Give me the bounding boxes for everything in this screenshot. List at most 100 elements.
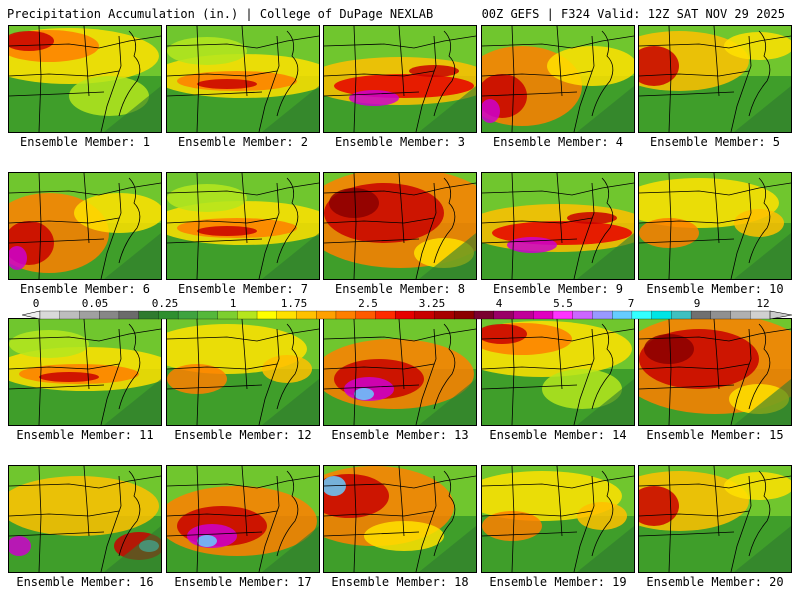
ensemble-map-panel xyxy=(481,465,635,573)
ensemble-map-panel xyxy=(166,172,320,280)
precip-map xyxy=(9,319,161,425)
colorbar-swatch xyxy=(552,310,574,320)
colorbar-swatch xyxy=(651,310,672,320)
colorbar-tick-label: 1.75 xyxy=(281,297,308,310)
colorbar-swatch xyxy=(572,310,593,320)
precip-map xyxy=(639,173,791,279)
ensemble-member-label: Ensemble Member: 11 xyxy=(16,428,154,442)
ensemble-member-label: Ensemble Member: 15 xyxy=(646,428,784,442)
precip-map xyxy=(324,173,476,279)
ensemble-member-label: Ensemble Member: 3 xyxy=(334,135,466,149)
colorbar-swatch xyxy=(375,310,396,320)
ensemble-member-label: Ensemble Member: 4 xyxy=(492,135,624,149)
ensemble-map-panel xyxy=(638,465,792,573)
colorbar-swatch xyxy=(217,310,238,320)
colorbar-tick-label: 4 xyxy=(496,297,503,310)
colorbar-swatch xyxy=(690,310,712,320)
colorbar-legend: 0 0.05 0.25 1 1.75 2.5 3.25 4 5.5 7 9 12 xyxy=(22,297,792,320)
ensemble-map-panel xyxy=(481,318,635,426)
colorbar-swatch xyxy=(59,310,80,320)
ensemble-member-label: Ensemble Member: 17 xyxy=(174,575,312,589)
colorbar-swatch xyxy=(138,310,159,320)
colorbar-swatch xyxy=(256,310,278,320)
colorbar-swatch xyxy=(493,310,514,320)
colorbar-tick-label: 7 xyxy=(628,297,635,310)
ensemble-member-label: Ensemble Member: 2 xyxy=(177,135,309,149)
precip-map xyxy=(482,173,634,279)
ensemble-map-panel xyxy=(638,172,792,280)
ensemble-member-label: Ensemble Member: 18 xyxy=(331,575,469,589)
precip-map xyxy=(639,466,791,572)
colorbar-swatch xyxy=(355,310,376,320)
ensemble-member-label: Ensemble Member: 14 xyxy=(489,428,627,442)
colorbar-swatch xyxy=(39,310,61,320)
colorbar-swatch xyxy=(118,310,140,320)
colorbar-swatch xyxy=(710,310,731,320)
colorbar-swatch xyxy=(414,310,436,320)
colorbar-swatch xyxy=(158,310,179,320)
colorbar-tick-label: 0.25 xyxy=(152,297,179,310)
colorbar-swatch xyxy=(730,310,751,320)
precip-map xyxy=(482,319,634,425)
precip-map xyxy=(324,26,476,132)
ensemble-map-panel xyxy=(323,465,477,573)
ensemble-member-label: Ensemble Member: 16 xyxy=(16,575,154,589)
colorbar-swatch xyxy=(99,310,120,320)
ensemble-member-label: Ensemble Member: 1 xyxy=(19,135,151,149)
colorbar-swatch xyxy=(631,310,653,320)
ensemble-map-panel xyxy=(166,318,320,426)
model-valid-time: 00Z GEFS | F324 Valid: 12Z SAT NOV 29 20… xyxy=(481,7,785,21)
colorbar-swatch xyxy=(177,310,199,320)
ensemble-map-panel xyxy=(481,25,635,133)
colorbar-swatch xyxy=(473,310,495,320)
ensemble-map-panel xyxy=(8,318,162,426)
colorbar-swatch xyxy=(513,310,534,320)
colorbar-tick-label: 3.25 xyxy=(419,297,446,310)
colorbar-swatch xyxy=(276,310,297,320)
colorbar-swatch xyxy=(197,310,219,320)
precip-map xyxy=(9,173,161,279)
ensemble-map-panel xyxy=(638,25,792,133)
ensemble-member-label: Ensemble Member: 20 xyxy=(646,575,784,589)
precip-map xyxy=(167,26,319,132)
precip-map xyxy=(639,26,791,132)
ensemble-map-panel xyxy=(323,172,477,280)
ensemble-map-panel xyxy=(638,318,792,426)
colorbar-swatch xyxy=(296,310,317,320)
ensemble-map-panel xyxy=(481,172,635,280)
colorbar-swatch xyxy=(316,310,337,320)
colorbar-swatch xyxy=(671,310,692,320)
colorbar-swatch xyxy=(750,310,771,320)
colorbar-tick-label: 2.5 xyxy=(358,297,378,310)
colorbar-swatch xyxy=(454,310,475,320)
ensemble-member-label: Ensemble Member: 10 xyxy=(646,282,784,296)
ensemble-map-panel xyxy=(8,465,162,573)
ensemble-member-label: Ensemble Member: 13 xyxy=(331,428,469,442)
ensemble-map-panel xyxy=(166,25,320,133)
colorbar-swatch xyxy=(394,310,416,320)
ensemble-member-label: Ensemble Member: 6 xyxy=(19,282,151,296)
precip-map xyxy=(9,466,161,572)
precip-map xyxy=(324,466,476,572)
colorbar-tick-label: 9 xyxy=(694,297,701,310)
colorbar-swatch xyxy=(434,310,455,320)
precip-map xyxy=(482,26,634,132)
colorbar-swatch xyxy=(592,310,613,320)
colorbar-tick-label: 12 xyxy=(756,297,769,310)
ensemble-member-label: Ensemble Member: 19 xyxy=(489,575,627,589)
colorbar-swatch xyxy=(335,310,357,320)
colorbar-swatch xyxy=(612,310,633,320)
ensemble-map-panel xyxy=(166,465,320,573)
colorbar-tick-label: 1 xyxy=(230,297,237,310)
ensemble-member-label: Ensemble Member: 9 xyxy=(492,282,624,296)
precip-map xyxy=(324,319,476,425)
colorbar-tick-label: 0.05 xyxy=(82,297,109,310)
precip-map xyxy=(482,466,634,572)
ensemble-member-label: Ensemble Member: 12 xyxy=(174,428,312,442)
map-title: Precipitation Accumulation (in.) | Colle… xyxy=(7,7,434,21)
ensemble-map-panel xyxy=(323,25,477,133)
ensemble-map-panel xyxy=(323,318,477,426)
colorbar-swatch xyxy=(237,310,258,320)
colorbar-tick-label: 0 xyxy=(33,297,40,310)
precip-map xyxy=(167,466,319,572)
